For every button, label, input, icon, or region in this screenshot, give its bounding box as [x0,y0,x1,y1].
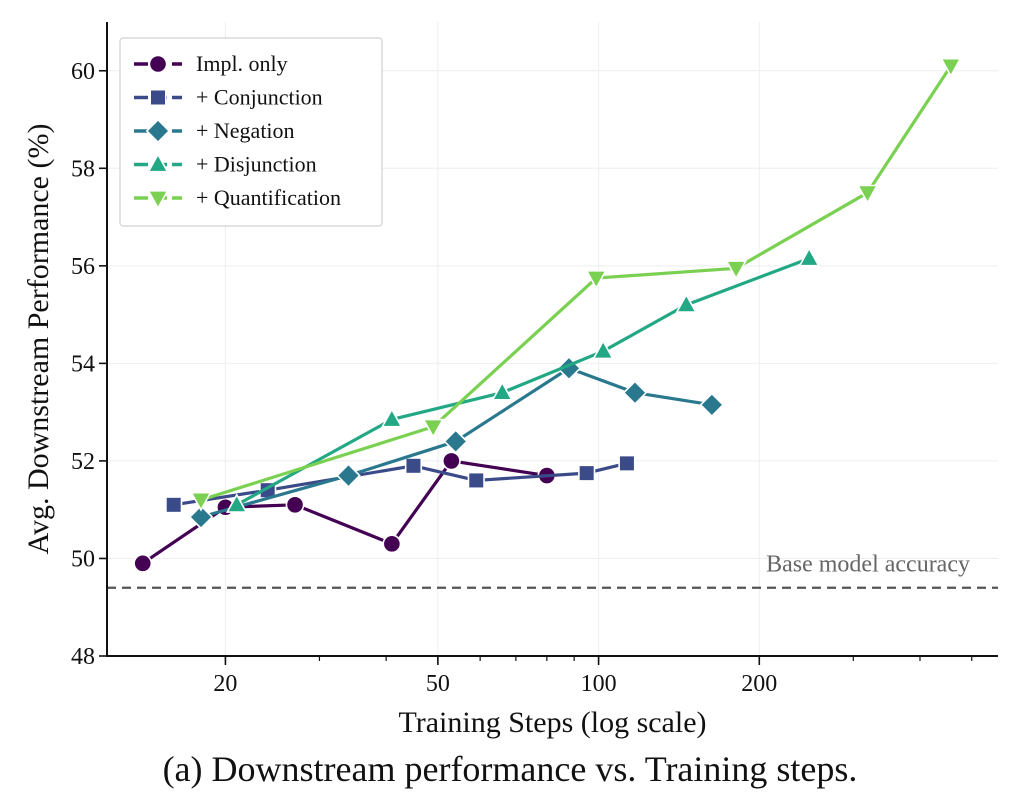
series-line [235,257,810,507]
legend-box [119,37,383,227]
series-2 [165,454,636,514]
series-1 [133,451,557,573]
y-tick-label: 48 [71,644,95,670]
x-tick-label: 20 [213,671,237,697]
data-point [165,496,183,514]
series-line [173,461,628,507]
series-line [200,366,713,519]
baseline-label: Base model accuracy [766,552,970,578]
chart: Base model accuracy 48 50 52 54 56 58 60 20 50 10… [22,22,998,739]
data-point [699,392,725,418]
data-point [441,451,461,471]
legend-label: + Disjunction [196,152,317,177]
legend-item: + Disjunction [134,152,317,177]
data-point [404,457,423,475]
data-point [133,553,153,573]
y-tick-label: 50 [71,546,95,572]
legend: Impl. only + Conjunction + Negation + Disju… [119,37,383,227]
x-axis-title: Training Steps (log scale) [398,706,706,739]
legend-item: Impl. only [134,51,288,76]
figure-caption: (a) Downstream performance vs. Training … [162,749,858,789]
data-point [578,464,596,482]
data-point [190,491,212,512]
series-5 [190,57,962,512]
data-point [443,429,469,454]
x-tick-label: 100 [581,671,617,697]
legend-label: + Quantification [196,185,341,210]
ticks: 48 50 52 54 56 58 60 20 50 100 200 [71,59,973,697]
legend-item: + Quantification [134,185,341,210]
axes [106,22,998,657]
y-tick-label: 60 [71,59,95,85]
data-point [725,260,747,280]
series-group [133,57,962,573]
y-tick-label: 52 [71,449,95,475]
data-point [422,418,445,439]
baseline: Base model accuracy [107,552,998,589]
legend-marker [147,190,169,210]
data-point [188,504,214,530]
y-axis-title: Avg. Downstream Performance (%) [22,124,55,555]
series-3 [188,355,725,530]
data-point [285,495,305,515]
data-point [856,184,879,205]
legend-item: + Conjunction [134,85,323,110]
series-line [200,65,953,502]
legend-label: + Negation [196,118,295,143]
y-tick-label: 58 [71,156,95,182]
legend-label: + Conjunction [196,85,323,110]
legend-label: Impl. only [196,51,288,76]
data-point [491,380,514,401]
data-point [225,493,248,513]
legend-marker [148,54,168,74]
data-point [675,293,698,313]
legend-marker [145,118,171,144]
legend-item: + Negation [134,118,295,144]
data-point [622,380,648,405]
data-point [592,339,615,360]
x-tick-label: 200 [741,671,777,697]
data-point [381,407,403,428]
y-tick-label: 56 [71,254,95,280]
data-point [467,471,485,490]
x-tick-label: 50 [426,671,450,697]
legend-marker [149,88,167,107]
data-point [585,270,608,290]
y-tick-label: 54 [71,351,95,377]
data-point [336,463,361,488]
data-point [618,454,636,472]
data-point [798,246,821,267]
data-point [382,534,402,554]
data-point [940,57,962,78]
series-4 [225,246,821,513]
legend-marker [147,152,169,173]
